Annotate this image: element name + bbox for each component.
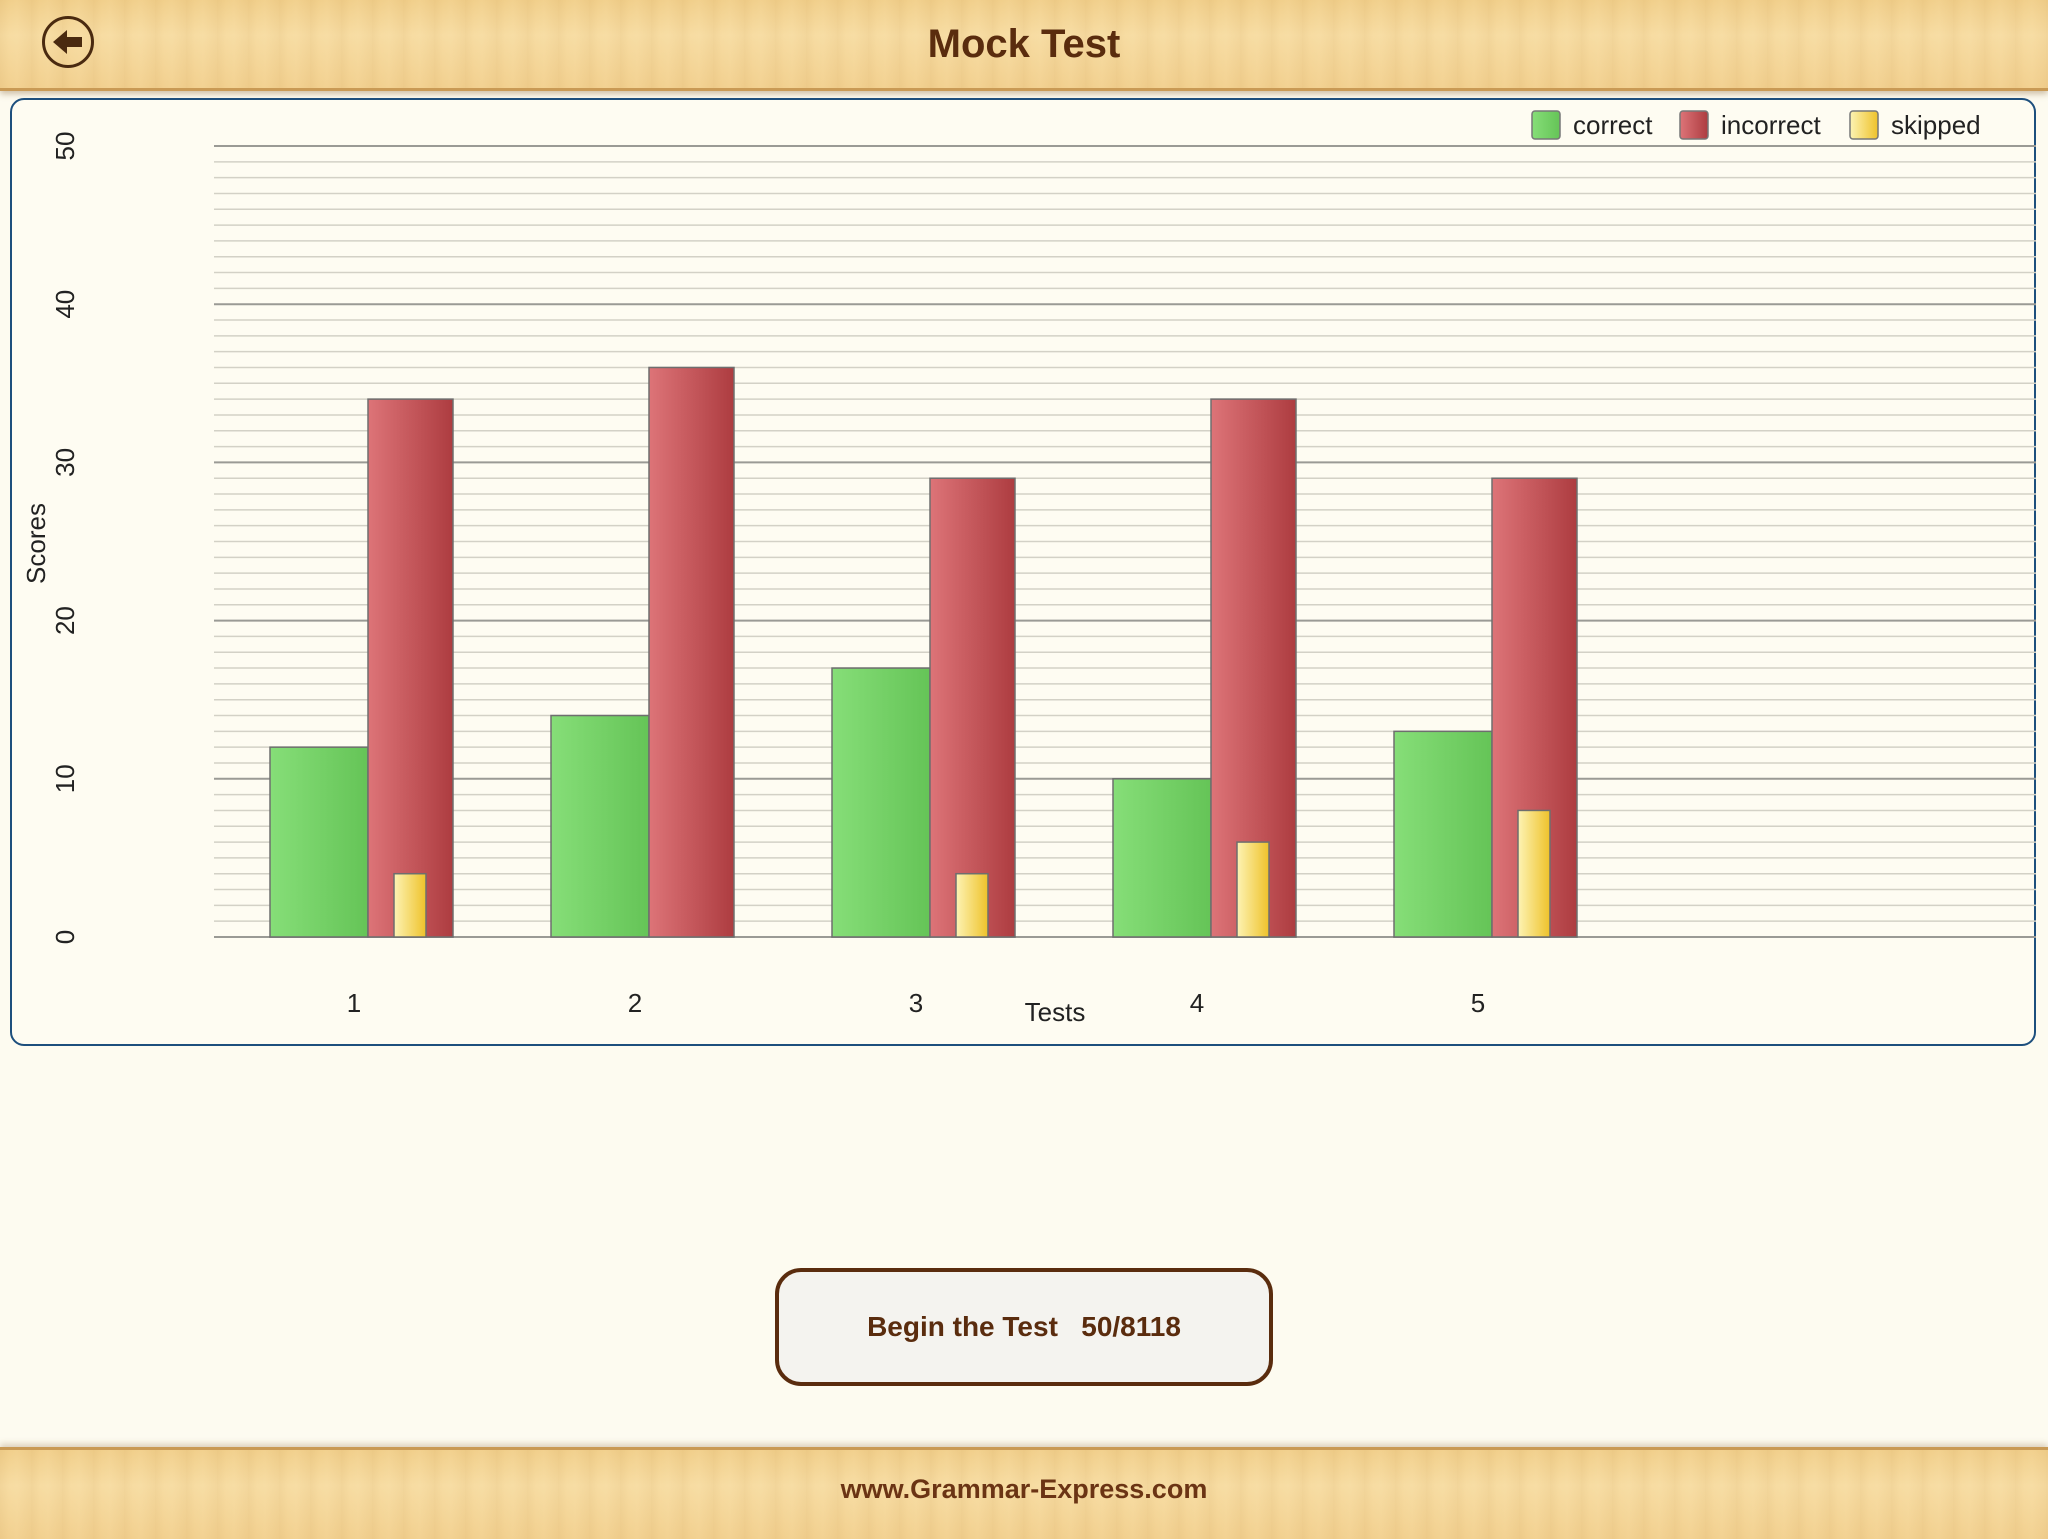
bar-correct xyxy=(831,667,931,938)
bar-skipped xyxy=(1236,841,1270,938)
y-tick-label: 10 xyxy=(50,764,80,793)
bottom-bar xyxy=(0,1447,2048,1539)
x-tick-label: 5 xyxy=(1471,988,1485,1018)
test-progress-count: 50/8118 xyxy=(1081,1311,1181,1342)
legend-label-correct: correct xyxy=(1573,110,1653,140)
bar-correct xyxy=(1393,730,1493,938)
legend-swatch-correct xyxy=(1531,110,1561,140)
y-tick-label: 30 xyxy=(50,448,80,477)
footer-website-link[interactable]: www.Grammar-Express.com xyxy=(840,1474,1208,1504)
page-title: Mock Test xyxy=(927,22,1121,66)
back-button[interactable] xyxy=(42,16,94,68)
y-tick-label: 20 xyxy=(50,606,80,635)
bar-incorrect xyxy=(648,366,735,938)
legend-label-incorrect: incorrect xyxy=(1721,110,1821,140)
bar-incorrect xyxy=(367,398,454,938)
x-tick-label: 1 xyxy=(347,988,361,1018)
y-tick-label: 40 xyxy=(50,290,80,319)
bar-correct xyxy=(1112,778,1212,938)
legend-swatch-skipped xyxy=(1849,110,1879,140)
scores-bar-chart: 0 10 20 30 40 50 Scores Tests 1 2 3 4 5 correct incorr… xyxy=(21,110,2036,1027)
bar-skipped xyxy=(955,872,989,938)
top-bar: Mock Test xyxy=(0,0,2048,91)
x-tick-label: 3 xyxy=(909,988,923,1018)
x-tick-label: 4 xyxy=(1190,988,1204,1018)
legend-swatch-incorrect xyxy=(1679,110,1709,140)
chart-panel: 0 10 20 30 40 50 Scores Tests 1 2 3 4 5 correct incorr… xyxy=(10,98,2036,1046)
bar-correct xyxy=(269,746,369,938)
y-tick-label: 50 xyxy=(50,132,80,161)
x-axis-label: Tests xyxy=(1025,997,1086,1027)
bar-skipped xyxy=(393,872,427,938)
y-axis-label: Scores xyxy=(21,503,51,584)
begin-test-button[interactable]: Begin the Test 50/8118 xyxy=(775,1268,1273,1386)
bar-incorrect xyxy=(929,477,1016,938)
begin-test-label: Begin the Test xyxy=(867,1311,1058,1342)
back-arrow-icon xyxy=(53,30,82,54)
y-tick-label: 0 xyxy=(50,930,80,944)
x-tick-label: 2 xyxy=(628,988,642,1018)
bar-skipped xyxy=(1517,809,1551,938)
bar-correct xyxy=(550,714,650,938)
legend-label-skipped: skipped xyxy=(1891,110,1981,140)
